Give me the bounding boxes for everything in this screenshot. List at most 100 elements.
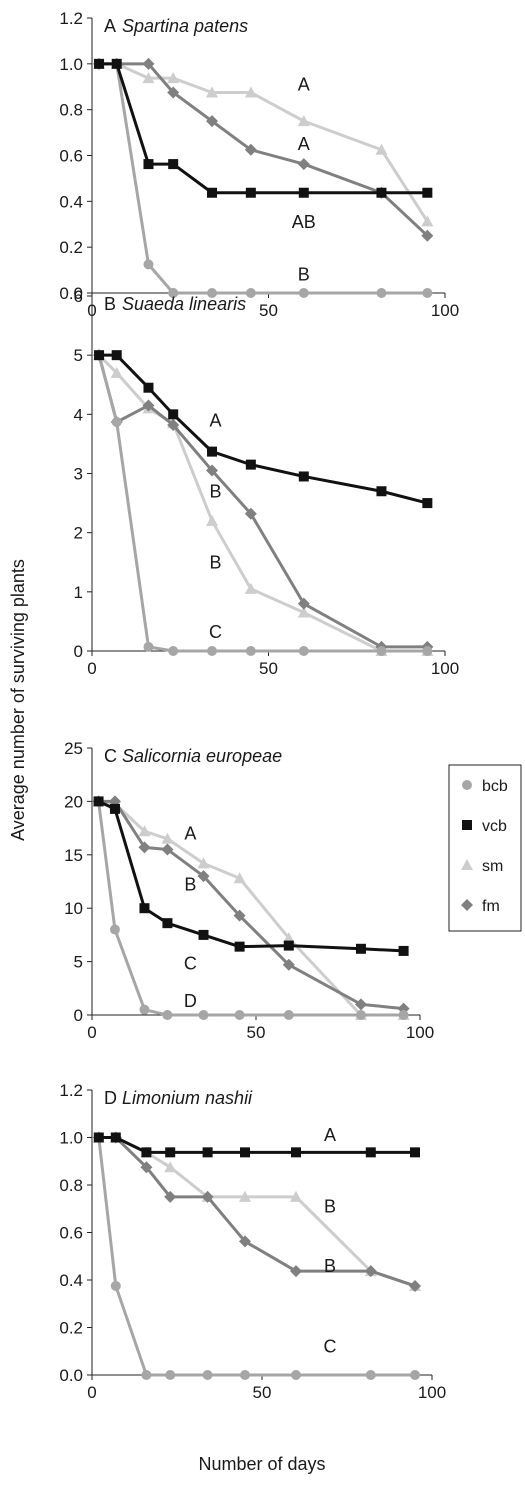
- y-tick-label: 10: [64, 899, 83, 918]
- point-vcb: [143, 159, 154, 170]
- point-vcb: [111, 58, 122, 69]
- point-bcb: [283, 1010, 294, 1020]
- legend-box: [448, 764, 522, 932]
- point-bcb: [291, 1370, 301, 1380]
- legend-label: fm: [482, 898, 500, 915]
- point-bcb: [207, 646, 218, 656]
- point-fm: [421, 229, 434, 242]
- point-fm: [239, 1235, 251, 1248]
- point-vcb: [143, 382, 154, 393]
- point-bcb: [245, 646, 256, 656]
- point-fm: [167, 86, 180, 99]
- point-vcb: [94, 58, 105, 69]
- point-bcb: [168, 646, 179, 656]
- point-fm: [364, 1265, 377, 1278]
- point-vcb: [410, 1147, 420, 1158]
- x-tick-label: 0: [87, 1023, 96, 1042]
- significance-label: C: [184, 954, 197, 974]
- point-vcb: [422, 498, 433, 509]
- significance-label: B: [210, 481, 222, 501]
- x-tick-label: 50: [253, 1383, 272, 1402]
- point-bcb: [109, 924, 120, 935]
- point-sm: [244, 86, 257, 98]
- point-bcb: [110, 1280, 121, 1291]
- point-sm: [375, 143, 388, 155]
- significance-label: A: [210, 410, 222, 430]
- series-line-fm: [98, 1136, 416, 1288]
- point-bcb: [298, 646, 309, 656]
- legend-item-fm: fm: [461, 898, 500, 915]
- series-line-sm: [99, 62, 429, 223]
- y-tick-label: 3: [74, 465, 83, 484]
- series-line-vcb: [99, 353, 428, 505]
- point-bcb: [422, 288, 433, 298]
- point-fm: [197, 870, 210, 883]
- y-tick-label: 0.6: [59, 1224, 83, 1243]
- point-vcb: [111, 350, 122, 361]
- significance-label: D: [184, 991, 197, 1011]
- point-bcb: [298, 288, 309, 298]
- point-sm: [167, 72, 180, 84]
- point-fm: [140, 1161, 153, 1174]
- y-tick-label: 0.4: [59, 1271, 83, 1290]
- point-vcb: [283, 940, 294, 951]
- panel-d: 0.0 0.2 0.4 0.6 0.8 1.0 1.2 0 50 100 D Limonium nas…: [59, 1081, 446, 1402]
- y-tick-label: 1.0: [59, 1129, 83, 1148]
- y-tick-label: 0.0: [59, 284, 83, 303]
- series-line-bcb: [97, 1137, 415, 1377]
- point-sm: [244, 582, 257, 594]
- legend-marker-bcb: [462, 780, 472, 790]
- point-vcb: [109, 803, 120, 814]
- point-fm: [244, 143, 257, 156]
- legend-items: bcb vcb sm fm: [461, 778, 508, 915]
- significance-label: B: [324, 1196, 336, 1216]
- y-axis-title: Average number of surviving plants: [8, 559, 28, 841]
- point-bcb: [162, 1010, 173, 1020]
- legend-marker-vcb: [462, 820, 472, 830]
- point-vcb: [422, 187, 433, 198]
- point-bcb: [234, 1010, 245, 1020]
- point-sm: [110, 366, 123, 378]
- series-line-bcb: [97, 354, 428, 653]
- y-tick-label: 1: [74, 583, 83, 602]
- series-line-sm: [98, 1136, 416, 1288]
- point-sm: [161, 832, 174, 844]
- point-fm: [138, 841, 151, 854]
- y-tick-label: 0.8: [59, 101, 83, 120]
- point-fm: [233, 909, 246, 922]
- y-tick-label: 6: [74, 287, 83, 306]
- point-fm: [201, 1190, 214, 1203]
- point-vcb: [298, 187, 309, 198]
- y-tick-label: 1.2: [59, 9, 83, 28]
- point-bcb: [202, 1370, 213, 1380]
- y-tick-label: 2: [74, 524, 83, 543]
- point-fm: [409, 1279, 421, 1292]
- point-bcb: [365, 1370, 376, 1380]
- point-sm: [164, 1161, 177, 1173]
- point-vcb: [168, 409, 179, 420]
- x-tick-label: 50: [259, 301, 278, 320]
- point-bcb: [245, 288, 256, 298]
- y-tick-label: 0.4: [59, 192, 83, 211]
- panel-b: 0 1 2 3 4 5 6 0 50 100 B Suaeda linearis A B B C: [74, 287, 460, 678]
- legend-item-vcb: vcb: [462, 818, 507, 835]
- y-tick-label: 25: [64, 739, 83, 758]
- y-tick-label: 1.2: [59, 1081, 83, 1100]
- point-sm: [142, 72, 155, 84]
- point-vcb: [245, 187, 256, 198]
- point-fm: [290, 1265, 302, 1278]
- y-tick-label: 0.6: [59, 147, 83, 166]
- point-bcb: [240, 1370, 250, 1380]
- point-vcb: [376, 486, 387, 497]
- y-tick-label: 1.0: [59, 55, 83, 74]
- significance-label: A: [298, 134, 310, 154]
- point-vcb: [93, 1132, 104, 1143]
- series-line-sm: [97, 354, 428, 653]
- y-tick-label: 0.0: [59, 1366, 83, 1385]
- point-bcb: [410, 1370, 420, 1380]
- point-fm: [142, 57, 155, 70]
- legend-item-sm: sm: [461, 858, 503, 875]
- point-bcb: [141, 1370, 152, 1380]
- point-vcb: [207, 187, 218, 198]
